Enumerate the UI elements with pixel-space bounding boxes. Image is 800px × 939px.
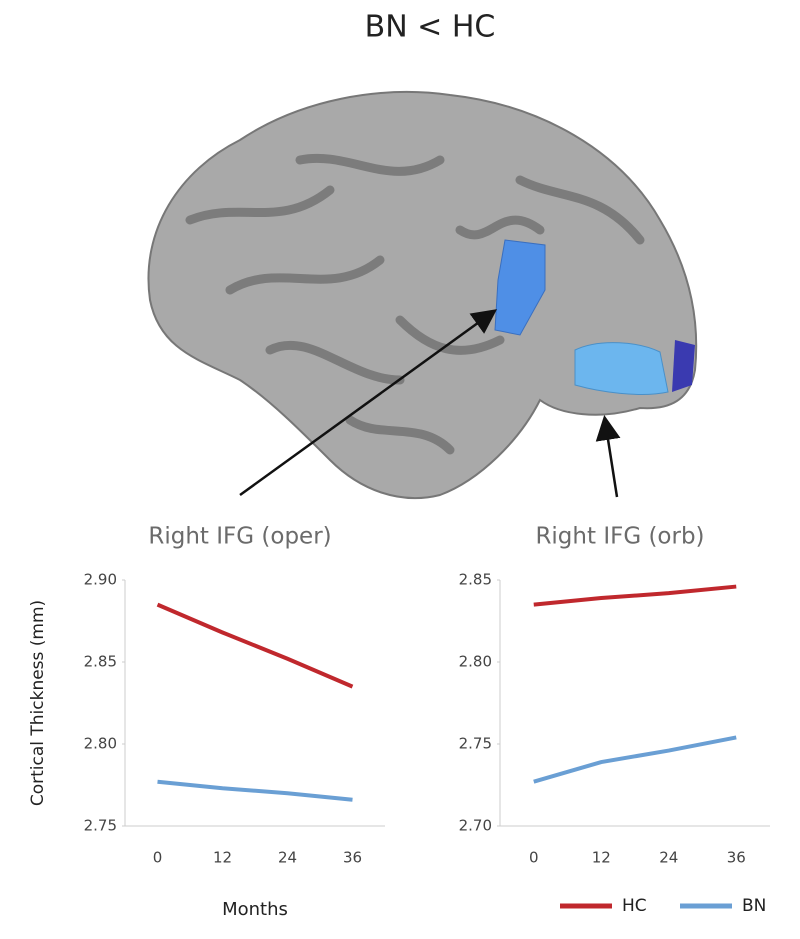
y-tick-label: 2.85 (459, 571, 492, 589)
arrow (595, 415, 621, 498)
y-tick-label: 2.75 (84, 817, 117, 835)
chart-title: Right IFG (orb) (535, 524, 704, 550)
arrow (239, 309, 498, 497)
y-tick-label: 2.80 (84, 735, 117, 753)
x-tick-label: 0 (529, 849, 539, 867)
line-series (533, 584, 737, 607)
figure-title: BN < HC (365, 10, 496, 45)
y-tick-label: 2.80 (459, 653, 492, 671)
brain-illustration (147, 91, 698, 499)
y-tick-label: 2.70 (459, 817, 492, 835)
line-series (533, 735, 737, 784)
legend-label: HC (622, 896, 647, 916)
brain-sulci (185, 153, 645, 455)
region-orb (574, 342, 669, 395)
y-axis-label: Cortical Thickness (mm) (28, 600, 48, 806)
region-oper (494, 239, 546, 336)
y-tick-label: 2.85 (84, 653, 117, 671)
x-tick-label: 36 (727, 849, 746, 867)
y-tick-label: 2.90 (84, 571, 117, 589)
x-axis-label: Months (222, 899, 288, 920)
chart-title: Right IFG (oper) (148, 524, 331, 550)
line-series (157, 779, 353, 802)
y-tick-label: 2.75 (459, 735, 492, 753)
legend-label: BN (742, 896, 766, 916)
x-tick-label: 24 (659, 849, 678, 867)
x-tick-label: 12 (592, 849, 611, 867)
x-tick-label: 36 (343, 849, 362, 867)
x-tick-label: 0 (153, 849, 163, 867)
region-frontal-pole (672, 340, 695, 392)
line-series (156, 602, 354, 689)
x-tick-label: 24 (278, 849, 297, 867)
x-tick-label: 12 (213, 849, 232, 867)
